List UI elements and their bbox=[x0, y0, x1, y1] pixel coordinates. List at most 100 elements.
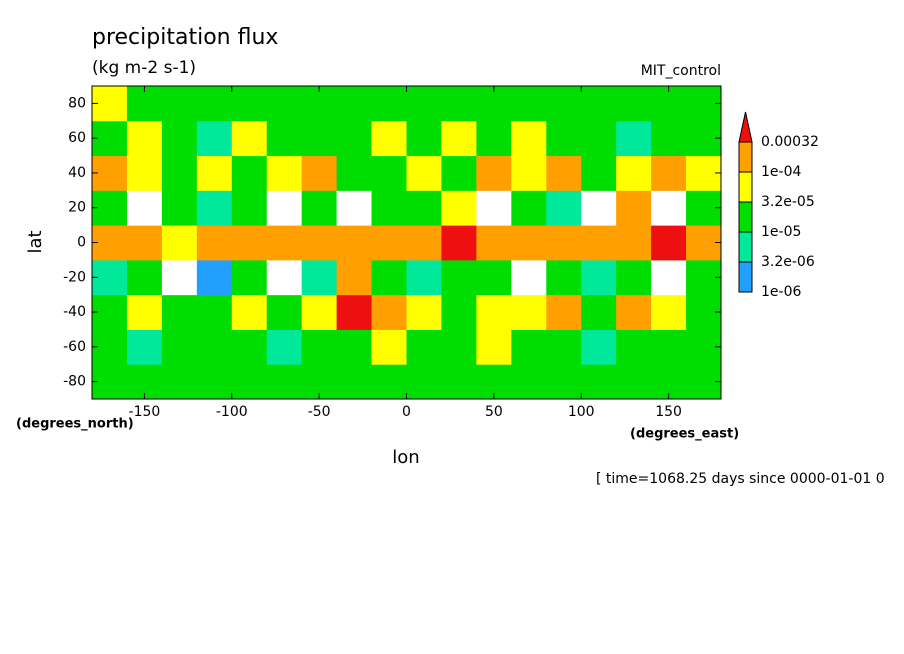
field-cell bbox=[441, 364, 477, 400]
x-tick-label: -100 bbox=[216, 404, 248, 420]
field-cell bbox=[546, 364, 582, 400]
field-cell bbox=[231, 120, 268, 157]
field-cell bbox=[301, 294, 338, 330]
field-cell bbox=[511, 364, 547, 400]
units: (kg m-2 s-1) bbox=[92, 58, 196, 78]
field-cell bbox=[371, 86, 407, 122]
colorbar-segment bbox=[738, 171, 753, 203]
field-cell bbox=[161, 86, 198, 122]
field-cell bbox=[266, 364, 303, 400]
field-cell bbox=[266, 155, 303, 191]
field-cell bbox=[336, 86, 373, 122]
field-cell bbox=[301, 190, 338, 226]
field-cell bbox=[581, 190, 617, 226]
field-cell bbox=[371, 225, 407, 261]
field-cell bbox=[231, 155, 268, 191]
field-cell bbox=[476, 259, 512, 296]
field-cell bbox=[581, 120, 617, 157]
field-cell bbox=[161, 225, 198, 261]
field-cell bbox=[196, 155, 233, 191]
y-axis-label: lat bbox=[25, 230, 46, 253]
field-cell bbox=[546, 259, 582, 296]
field-cell bbox=[336, 364, 373, 400]
field-cell bbox=[406, 190, 442, 226]
x-tick-label: 150 bbox=[655, 404, 682, 420]
field-cell bbox=[336, 294, 373, 330]
field-cell bbox=[476, 155, 512, 191]
y-tick-label: 80 bbox=[68, 95, 86, 111]
field-cell bbox=[266, 259, 303, 296]
colorbar-label: 1e-05 bbox=[761, 224, 801, 240]
field-cell bbox=[616, 259, 652, 296]
field-cell bbox=[336, 329, 373, 365]
colorbar-label: 3.2e-05 bbox=[761, 194, 815, 210]
y-tick-label: 60 bbox=[68, 130, 86, 146]
field-cell bbox=[266, 86, 303, 122]
field-cell bbox=[196, 259, 233, 296]
field-cell bbox=[371, 259, 407, 296]
field-cell bbox=[651, 259, 687, 296]
field-cell bbox=[406, 120, 442, 157]
y-tick-label: 0 bbox=[77, 235, 86, 251]
field-cell bbox=[266, 120, 303, 157]
field-cell bbox=[581, 259, 617, 296]
field-cell bbox=[336, 155, 373, 191]
field-cell bbox=[441, 294, 477, 330]
field-cell bbox=[126, 329, 163, 365]
field-cell bbox=[336, 259, 373, 296]
field-cell bbox=[371, 329, 407, 365]
colorbar-label: 0.00032 bbox=[761, 134, 819, 150]
x-axis-label: lon bbox=[392, 447, 419, 468]
field-cell bbox=[301, 225, 338, 261]
field-cell bbox=[616, 364, 652, 400]
x-tick-label: 0 bbox=[402, 404, 411, 420]
field-cell bbox=[581, 225, 617, 261]
field-cell bbox=[616, 329, 652, 365]
field-cell bbox=[441, 190, 477, 226]
field-cell bbox=[546, 86, 582, 122]
field-cell bbox=[546, 120, 582, 157]
field-cell bbox=[511, 329, 547, 365]
field-cell bbox=[371, 155, 407, 191]
y-tick-label: -60 bbox=[63, 339, 86, 355]
field-cell bbox=[406, 329, 442, 365]
colorbar-segment bbox=[738, 141, 753, 173]
field-cell bbox=[126, 120, 163, 157]
field-cell bbox=[546, 155, 582, 191]
field-cell bbox=[546, 190, 582, 226]
field-cell bbox=[441, 259, 477, 296]
field-cell bbox=[511, 155, 547, 191]
field-cell bbox=[616, 86, 652, 122]
field-cell bbox=[651, 294, 687, 330]
field-cell bbox=[441, 120, 477, 157]
field-cell bbox=[476, 329, 512, 365]
colorbar-label: 1e-04 bbox=[761, 164, 801, 180]
colorbar-extension bbox=[738, 111, 753, 143]
field-cell bbox=[581, 329, 617, 365]
field-cell bbox=[406, 155, 442, 191]
colorbar-label: 3.2e-06 bbox=[761, 254, 815, 270]
field-cell bbox=[336, 120, 373, 157]
field-cell bbox=[581, 294, 617, 330]
field-cell bbox=[546, 329, 582, 365]
field-cell bbox=[581, 155, 617, 191]
y-tick-label: -80 bbox=[63, 374, 86, 390]
field-cell bbox=[476, 294, 512, 330]
field-cell bbox=[196, 294, 233, 330]
field-cell bbox=[126, 294, 163, 330]
field-cell bbox=[231, 225, 268, 261]
field-cell bbox=[161, 190, 198, 226]
field-cell bbox=[651, 120, 687, 157]
colorbar-segment bbox=[738, 231, 753, 263]
field-cell bbox=[161, 329, 198, 365]
field-cell bbox=[441, 225, 477, 261]
field-cell bbox=[301, 120, 338, 157]
y-tick-label: 20 bbox=[68, 200, 86, 216]
field-cell bbox=[336, 225, 373, 261]
chart-title: precipitation flux bbox=[92, 25, 278, 50]
colorbar-segment bbox=[738, 201, 753, 233]
field-cell bbox=[161, 364, 198, 400]
field-cell bbox=[196, 364, 233, 400]
field-cell bbox=[231, 190, 268, 226]
